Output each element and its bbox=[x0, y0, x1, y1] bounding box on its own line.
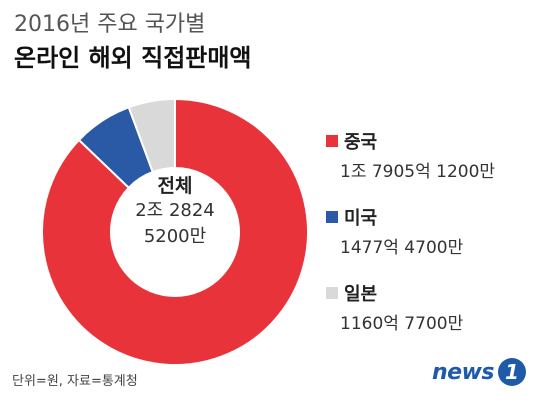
slice-china bbox=[41, 97, 309, 366]
source-footnote: 단위=원, 자료=통계청 bbox=[12, 374, 138, 389]
donut-center-label: 전체 2조 2824 5200만 bbox=[120, 174, 230, 250]
slice-japan bbox=[127, 97, 176, 174]
legend: 중국 1조 7905억 1200만 미국 1477억 4700만 일본 1160… bbox=[326, 128, 556, 356]
legend-item-china: 중국 1조 7905억 1200만 bbox=[326, 128, 556, 182]
logo-mark: 1 bbox=[498, 358, 527, 386]
legend-swatch-china bbox=[326, 135, 338, 147]
total-title: 전체 bbox=[157, 175, 193, 197]
legend-value-japan: 1160억 7700만 bbox=[340, 314, 464, 334]
legend-label-usa: 미국 bbox=[344, 208, 378, 229]
chart-title-line1: 2016년 주요 국가별 bbox=[14, 12, 206, 37]
legend-item-japan: 일본 1160억 7700만 bbox=[326, 280, 556, 334]
legend-value-usa: 1477억 4700만 bbox=[340, 238, 464, 258]
total-value-line1: 2조 2824 bbox=[135, 200, 215, 221]
total-value-line2: 5200만 bbox=[143, 226, 207, 247]
news1-logo: news 1 bbox=[432, 358, 527, 386]
legend-item-usa: 미국 1477억 4700만 bbox=[326, 204, 556, 258]
legend-value-china: 1조 7905억 1200만 bbox=[340, 162, 496, 182]
legend-label-china: 중국 bbox=[344, 132, 378, 153]
chart-title-line2: 온라인 해외 직접판매액 bbox=[14, 44, 252, 72]
logo-text: news bbox=[432, 359, 495, 385]
legend-label-japan: 일본 bbox=[344, 284, 378, 305]
legend-swatch-japan bbox=[326, 287, 338, 299]
legend-swatch-usa bbox=[326, 211, 338, 223]
